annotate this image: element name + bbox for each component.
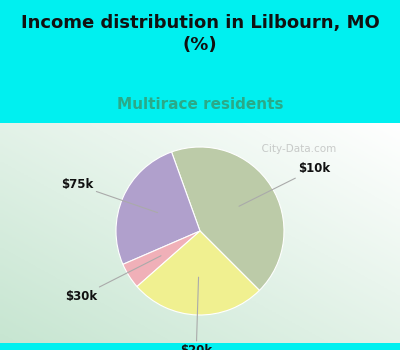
Text: $20k: $20k [180, 277, 212, 350]
Text: Income distribution in Lilbourn, MO
(%): Income distribution in Lilbourn, MO (%) [21, 14, 379, 54]
Text: City-Data.com: City-Data.com [255, 144, 337, 154]
Wedge shape [123, 231, 200, 287]
Text: $75k: $75k [61, 178, 158, 213]
Wedge shape [116, 152, 200, 264]
Text: $30k: $30k [65, 256, 161, 303]
Text: $10k: $10k [239, 162, 330, 206]
Text: Multirace residents: Multirace residents [117, 97, 283, 112]
Wedge shape [172, 147, 284, 290]
Wedge shape [137, 231, 259, 315]
